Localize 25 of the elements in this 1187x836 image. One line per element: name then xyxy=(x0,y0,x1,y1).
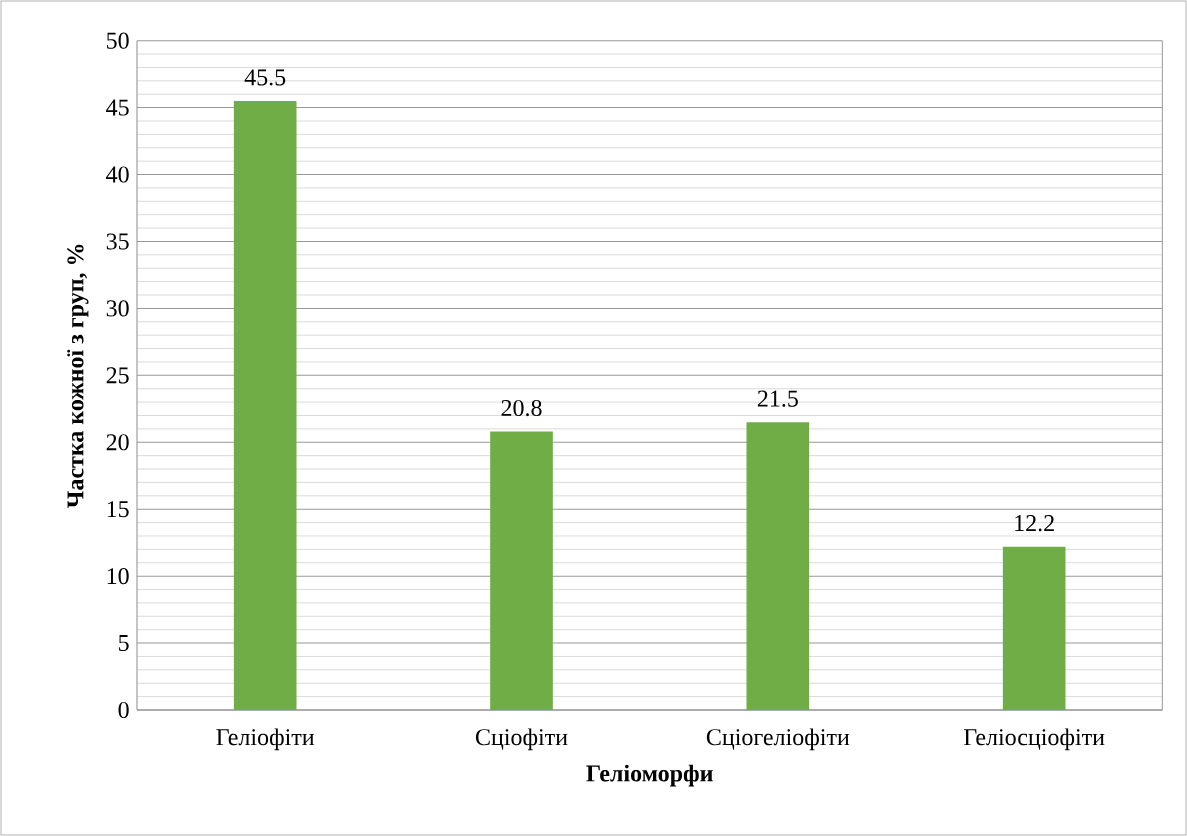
data-label: 21.5 xyxy=(757,390,798,407)
y-tick-label: 10 xyxy=(107,568,129,585)
y-tick-label: 50 xyxy=(107,32,129,49)
y-tick-label: 25 xyxy=(106,367,129,384)
y-tick-label: 45 xyxy=(106,99,129,116)
x-tick-label: Сціогеліофіти xyxy=(706,728,850,751)
y-tick-label: 30 xyxy=(106,300,129,317)
data-label: 45.5 xyxy=(244,69,286,86)
y-tick-label: 0 xyxy=(118,701,129,719)
bar xyxy=(746,422,810,710)
data-label: 12.2 xyxy=(1015,515,1054,532)
y-tick-label: 40 xyxy=(106,166,129,183)
bar xyxy=(233,100,297,710)
x-tick-label: Сціофіти xyxy=(475,728,568,751)
x-tick-label: Геліосціофіти xyxy=(964,728,1105,751)
y-tick-label: 35 xyxy=(106,233,129,250)
bar xyxy=(490,431,553,710)
y-tick-label: 15 xyxy=(107,501,129,518)
y-axis-title: Частка кожної з груп, % xyxy=(67,244,89,508)
data-label: 20.8 xyxy=(501,399,542,417)
y-tick-label: 5 xyxy=(119,635,129,652)
x-axis-title: Геліоморфи xyxy=(586,764,713,787)
y-tick-label: 20 xyxy=(106,434,129,451)
bar xyxy=(1002,546,1066,710)
x-tick-label: Геліофіти xyxy=(216,728,315,751)
